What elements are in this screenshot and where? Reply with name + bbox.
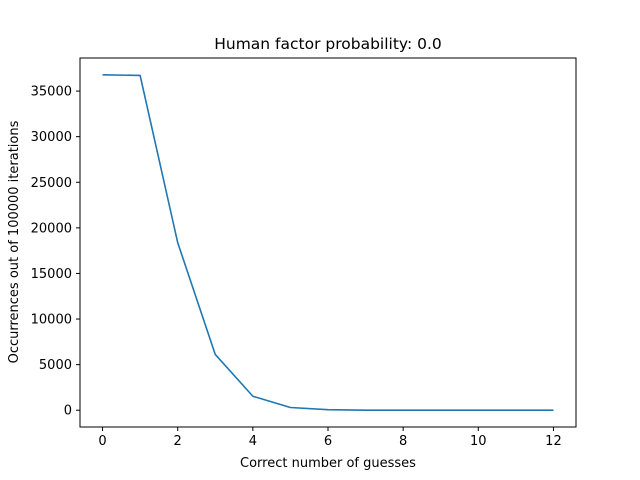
y-tick-label: 25000 — [31, 176, 72, 191]
plot-area — [102, 73, 554, 412]
y-tick-label: 5000 — [39, 358, 72, 373]
x-tick-label: 4 — [249, 434, 257, 449]
x-tick-label: 2 — [174, 434, 182, 449]
y-axis-label: Occurrences out of 100000 iterations — [7, 120, 22, 363]
x-tick-label: 8 — [399, 434, 407, 449]
chart-title: Human factor probability: 0.0 — [214, 35, 442, 53]
series-line-0 — [102, 73, 554, 412]
x-tick-label: 10 — [470, 434, 487, 449]
y-tick-label: 30000 — [31, 130, 72, 145]
axis-ticks: 0 2 4 6 8 10 12 0 5000 10000 15000 20000 25000 30000 3… — [31, 85, 562, 449]
y-tick-label: 35000 — [31, 85, 72, 100]
x-axis-label: Correct number of guesses — [240, 456, 416, 471]
y-tick-label: 10000 — [31, 313, 72, 328]
y-tick-label: 0 — [64, 404, 72, 419]
y-tick-label: 15000 — [31, 267, 72, 282]
x-tick-label: 0 — [98, 434, 106, 449]
x-tick-label: 6 — [324, 434, 332, 449]
axes-frame — [79, 57, 577, 428]
y-tick-label: 20000 — [31, 221, 72, 236]
x-tick-label: 12 — [545, 434, 562, 449]
